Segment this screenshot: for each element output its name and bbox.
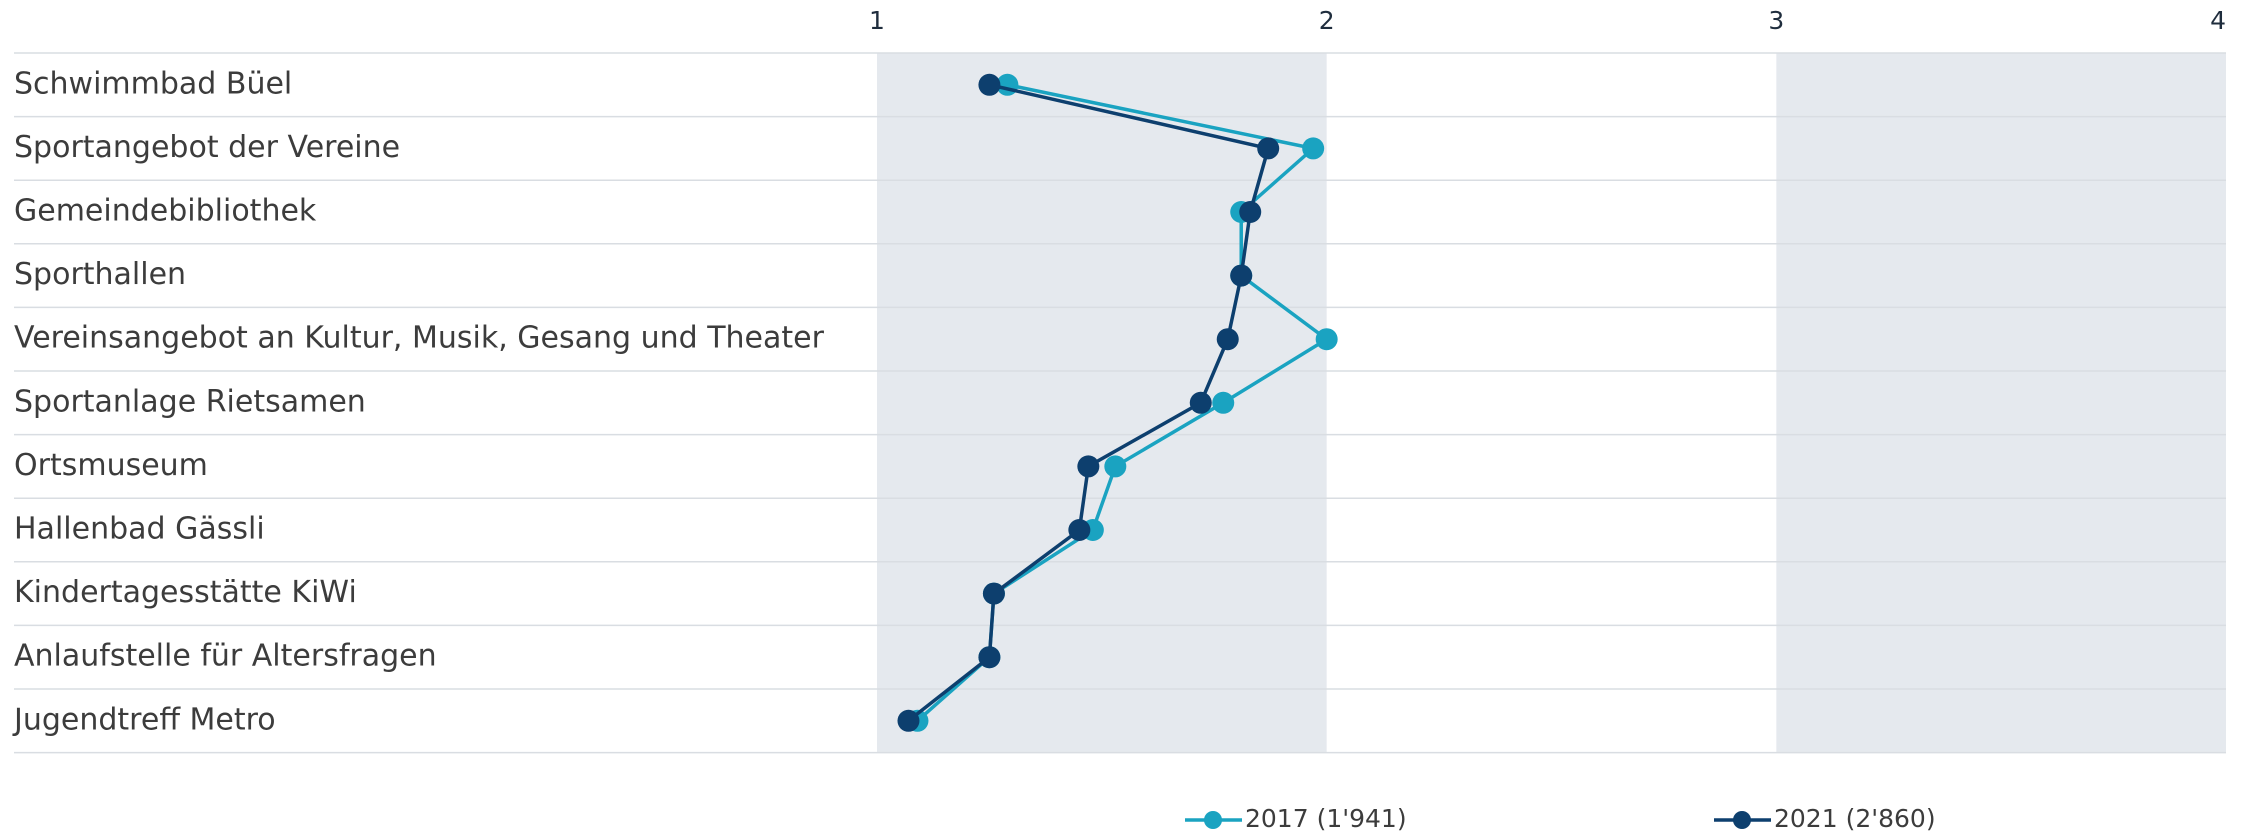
dot: [1068, 519, 1091, 541]
legend-label: 2021 (2'860): [1774, 804, 1936, 832]
dot: [1230, 264, 1253, 287]
dot: [1239, 201, 1262, 223]
x-tick-label: 4: [2210, 6, 2226, 35]
dot: [1257, 137, 1280, 160]
category-label: Sportangebot der Vereine: [14, 130, 400, 165]
dot: [982, 582, 1005, 605]
dot: [1189, 391, 1212, 414]
dot: [1216, 328, 1239, 351]
dot: [1212, 391, 1235, 414]
category-label: Hallenbad Gässli: [14, 512, 265, 547]
category-label: Gemeindebibliothek: [14, 194, 317, 229]
dot: [1077, 455, 1100, 478]
legend-label: 2017 (1'941): [1245, 804, 1407, 832]
category-label: Ortsmuseum: [14, 448, 208, 483]
dot: [1104, 455, 1127, 478]
category-label: Sportanlage Rietsamen: [14, 384, 366, 419]
dot: [897, 709, 920, 732]
dot: [1302, 137, 1325, 160]
category-label: Anlaufstelle für Altersfragen: [14, 639, 437, 674]
legend-dot: [1733, 811, 1751, 829]
band: [1776, 53, 2226, 753]
band: [877, 53, 1327, 753]
category-label: Kindertagesstätte KiWi: [14, 575, 357, 610]
category-label: Vereinsangebot an Kultur, Musik, Gesang …: [14, 321, 825, 356]
x-tick-label: 2: [1319, 6, 1335, 35]
x-tick-label: 3: [1768, 6, 1784, 35]
legend-dot: [1204, 811, 1222, 829]
category-label: Schwimmbad Büel: [14, 66, 292, 101]
dot: [978, 646, 1001, 669]
dot: [1315, 328, 1338, 351]
category-label: Jugendtreff Metro: [12, 702, 276, 737]
x-tick-label: 1: [869, 6, 885, 35]
category-label: Sporthallen: [14, 257, 186, 292]
dot: [978, 73, 1001, 96]
